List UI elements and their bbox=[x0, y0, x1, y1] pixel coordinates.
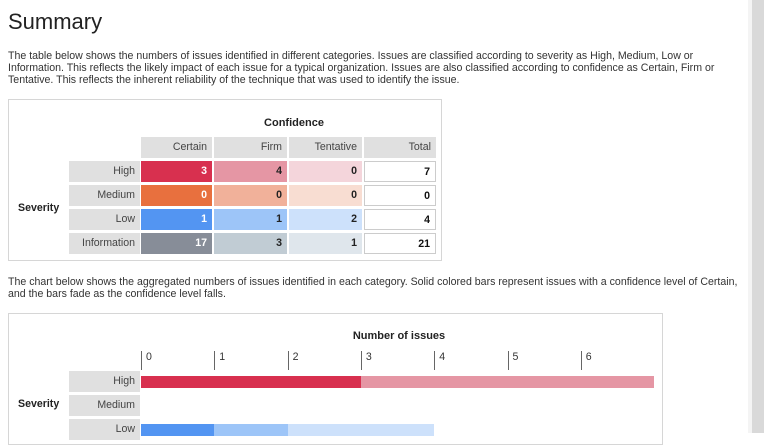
count-cell: 4 bbox=[214, 161, 287, 182]
chart-severity-label: Severity bbox=[18, 398, 60, 410]
bar-low-certain bbox=[141, 424, 215, 436]
count-cell: 1 bbox=[214, 209, 287, 230]
bar-low-firm bbox=[214, 424, 288, 436]
bar-high-firm bbox=[360, 376, 655, 388]
x-tick-label: 1 bbox=[214, 351, 225, 370]
x-tick-label: 3 bbox=[360, 351, 372, 370]
total-cell: 0 bbox=[364, 185, 436, 206]
row-header-information: Information bbox=[69, 233, 140, 254]
count-cell: 17 bbox=[141, 233, 212, 254]
count-cell: 3 bbox=[141, 161, 212, 182]
x-tick-label: 6 bbox=[580, 351, 592, 370]
x-tick-label: 0 bbox=[141, 351, 152, 370]
x-tick-label: 2 bbox=[287, 351, 299, 370]
summary-table: Confidence Certain Firm Tentative Total High… bbox=[8, 99, 442, 261]
bar-low-tentative bbox=[287, 424, 435, 436]
column-header-total: Total bbox=[364, 137, 436, 158]
count-cell: 1 bbox=[289, 233, 362, 254]
bar-high-certain bbox=[141, 376, 361, 388]
column-header-firm: Firm bbox=[214, 137, 287, 158]
column-header-tentative: Tentative bbox=[289, 137, 362, 158]
confidence-header: Confidence bbox=[264, 117, 324, 129]
chart-intro-text: The chart below shows the aggregated num… bbox=[8, 276, 738, 300]
total-cell: 4 bbox=[364, 209, 436, 230]
issues-chart: Number of issues 0 1 2 3 4 5 6 High Medium Low S… bbox=[8, 313, 663, 445]
total-cell: 7 bbox=[364, 161, 436, 182]
total-cell: 21 bbox=[364, 233, 436, 254]
scrollbar-gap bbox=[748, 0, 752, 433]
table-intro-text: The table below shows the numbers of iss… bbox=[8, 50, 715, 86]
count-cell: 3 bbox=[214, 233, 287, 254]
count-cell: 1 bbox=[141, 209, 212, 230]
x-tick-label: 4 bbox=[434, 351, 445, 370]
row-header-high: High bbox=[69, 161, 140, 182]
count-cell: 0 bbox=[214, 185, 287, 206]
chart-row-low: Low bbox=[69, 419, 140, 440]
chart-row-medium: Medium bbox=[69, 395, 140, 416]
count-cell: 0 bbox=[289, 161, 362, 182]
chart-title: Number of issues bbox=[352, 330, 446, 342]
row-header-medium: Medium bbox=[69, 185, 140, 206]
page-title: Summary bbox=[8, 9, 103, 34]
x-tick-label: 5 bbox=[507, 351, 518, 370]
vertical-scrollbar[interactable] bbox=[752, 0, 764, 433]
count-cell: 0 bbox=[141, 185, 212, 206]
count-cell: 2 bbox=[289, 209, 362, 230]
chart-row-high: High bbox=[69, 371, 140, 392]
column-header-certain: Certain bbox=[141, 137, 212, 158]
row-header-low: Low bbox=[69, 209, 140, 230]
count-cell: 0 bbox=[289, 185, 362, 206]
severity-label: Severity bbox=[18, 202, 60, 214]
